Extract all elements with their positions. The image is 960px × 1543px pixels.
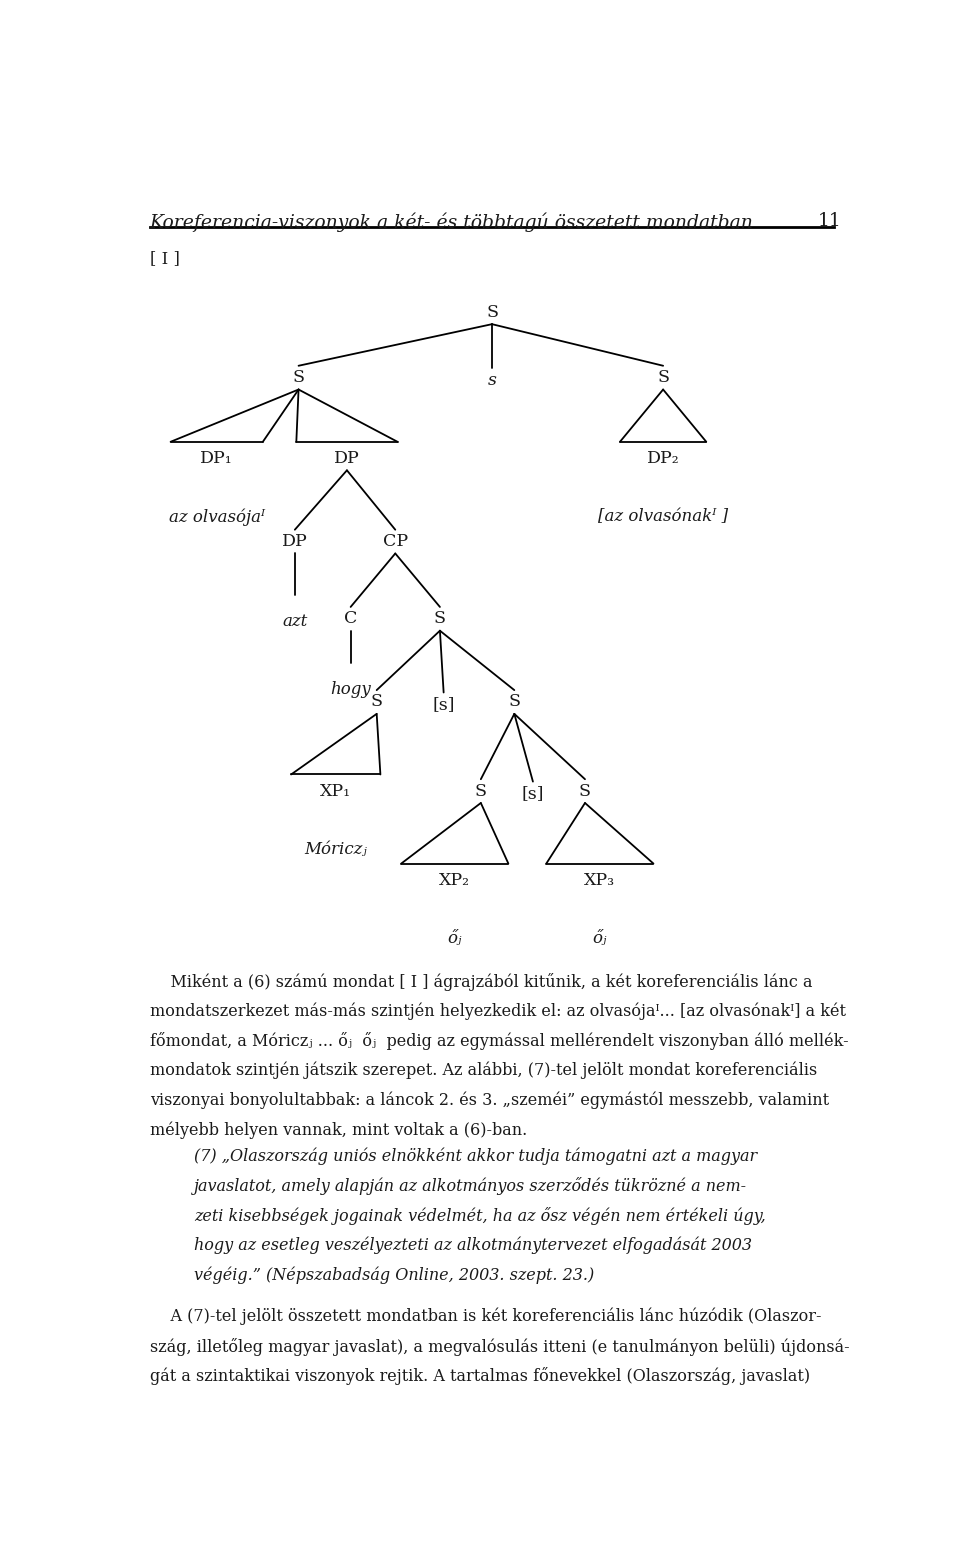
Text: mondatok szintjén játszik szerepet. Az alábbi, (7)-tel jelölt mondat koreferenci: mondatok szintjén játszik szerepet. Az a… <box>150 1062 817 1080</box>
Text: [s]: [s] <box>521 785 544 802</box>
Text: főmondat, a Móriczⱼ ... őⱼ  őⱼ  pedig az egymással mellérendelt viszonyban álló : főmondat, a Móriczⱼ ... őⱼ őⱼ pedig az e… <box>150 1032 849 1051</box>
Text: s: s <box>488 372 496 389</box>
Text: S: S <box>579 782 591 799</box>
Text: XP₂: XP₂ <box>440 872 470 889</box>
Text: [s]: [s] <box>432 696 455 713</box>
Text: S: S <box>475 782 487 799</box>
Text: javaslatot, amely alapján az alkotmányos szerződés tükrözné a nem-: javaslatot, amely alapján az alkotmányos… <box>194 1177 748 1196</box>
Text: S: S <box>486 304 498 321</box>
Text: Móriczⱼ: Móriczⱼ <box>304 841 367 858</box>
Text: S: S <box>293 369 304 386</box>
Text: végéig.” (Népszabadság Online, 2003. szept. 23.): végéig.” (Népszabadság Online, 2003. sze… <box>194 1267 594 1284</box>
Text: zeti kisebbségek jogainak védelmét, ha az ősz végén nem értékeli úgy,: zeti kisebbségek jogainak védelmét, ha a… <box>194 1207 766 1225</box>
Text: őⱼ: őⱼ <box>592 930 607 947</box>
Text: CP: CP <box>383 532 408 551</box>
Text: [az olvasónakᴵ ]: [az olvasónakᴵ ] <box>598 508 729 525</box>
Text: Miként a (6) számú mondat [ I ] ágrajzából kitűnik, a két koreferenciális lánc a: Miként a (6) számú mondat [ I ] ágrajzáb… <box>150 974 812 991</box>
Text: A (7)-tel jelölt összetett mondatban is két koreferenciális lánc húzódik (Olaszo: A (7)-tel jelölt összetett mondatban is … <box>150 1308 821 1325</box>
Text: S: S <box>371 693 383 710</box>
Text: (7) „Olaszország uniós elnökként akkor tudja támogatni azt a magyar: (7) „Olaszország uniós elnökként akkor t… <box>194 1148 757 1165</box>
Text: DP₂: DP₂ <box>647 451 680 468</box>
Text: [ I ]: [ I ] <box>150 250 180 267</box>
Text: mélyebb helyen vannak, mint voltak a (6)-ban.: mélyebb helyen vannak, mint voltak a (6)… <box>150 1122 527 1139</box>
Text: XP₃: XP₃ <box>585 872 615 889</box>
Text: gát a szintaktikai viszonyok rejtik. A tartalmas főnevekkel (Olaszország, javasl: gát a szintaktikai viszonyok rejtik. A t… <box>150 1367 810 1386</box>
Text: DP₁: DP₁ <box>201 451 233 468</box>
Text: szág, illetőleg magyar javaslat), a megvalósulás itteni (e tanulmányon belüli) ú: szág, illetőleg magyar javaslat), a megv… <box>150 1338 850 1356</box>
Text: XP₁: XP₁ <box>321 782 351 799</box>
Text: hogy: hogy <box>330 680 371 697</box>
Text: mondatszerkezet más-más szintjén helyezkedik el: az olvasójaᴵ... [az olvasónakᴵ]: mondatszerkezet más-más szintjén helyezk… <box>150 1003 846 1020</box>
Text: az olvasójaᴵ: az olvasójaᴵ <box>169 508 265 526</box>
Text: hogy az esetleg veszélyezteti az alkotmánytervezet elfogadását 2003: hogy az esetleg veszélyezteti az alkotmá… <box>194 1236 753 1254</box>
Text: DP: DP <box>334 451 360 468</box>
Text: S: S <box>657 369 669 386</box>
Text: S: S <box>434 611 445 628</box>
Text: viszonyai bonyolultabbak: a láncok 2. és 3. „szeméi” egymástól messzebb, valamin: viszonyai bonyolultabbak: a láncok 2. és… <box>150 1092 828 1109</box>
Text: azt: azt <box>282 613 307 630</box>
Text: S: S <box>509 693 520 710</box>
Text: C: C <box>344 611 357 628</box>
Text: DP: DP <box>282 532 308 551</box>
Text: őⱼ: őⱼ <box>447 930 462 947</box>
Text: Koreferencia-viszonyok a két- és többtagú összetett mondatban: Koreferencia-viszonyok a két- és többtag… <box>150 213 754 231</box>
Text: 11: 11 <box>818 213 842 230</box>
